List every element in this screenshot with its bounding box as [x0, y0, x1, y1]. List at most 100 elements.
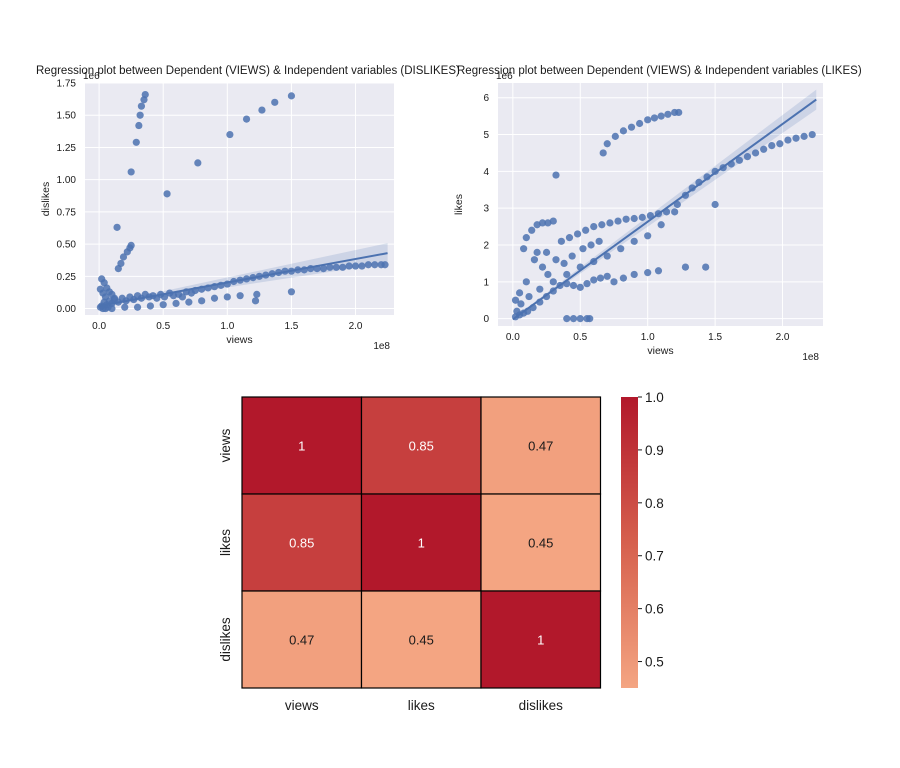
chart1-y-tick-label: 0.00	[57, 304, 77, 315]
chart2-data-point	[603, 140, 611, 148]
chart1-regression-line	[98, 252, 388, 307]
chart2-data-point	[644, 269, 652, 277]
chart2-data-point	[760, 145, 768, 153]
colorbar-tick-label: 0.5	[645, 655, 664, 670]
chart1-data-point	[123, 248, 131, 256]
chart2-title: Regression plot between Dependent (VIEWS…	[457, 65, 862, 77]
chart1-data-point	[137, 102, 146, 110]
chart2-data-point	[644, 232, 652, 240]
chart2-data-point	[522, 278, 530, 286]
chart2-y-tick-label: 3	[483, 204, 489, 215]
chart1-data-point	[135, 121, 143, 130]
colorbar-tick-label: 0.6	[645, 602, 664, 617]
chart2-data-point	[579, 245, 587, 253]
heatmap-row-label: dislikes	[218, 617, 233, 662]
chart2-data-point	[735, 156, 743, 164]
chart2-data-point	[595, 237, 603, 245]
heatmap-cell-value: 1	[418, 536, 425, 551]
colorbar-tick-label: 0.8	[645, 496, 664, 511]
chart2-data-point	[650, 114, 659, 122]
chart1-data-point	[287, 92, 296, 100]
chart2-x-offset-label: 1e8	[802, 352, 819, 363]
chart1-x-tick-label: 0.5	[156, 321, 170, 332]
chart1-data-point	[119, 253, 128, 261]
heatmap-cell-value: 0.47	[528, 439, 553, 454]
chart1-data-point	[251, 297, 260, 305]
chart2-data-point	[702, 263, 710, 271]
chart1-data-point	[178, 293, 187, 301]
chart2-x-tick-label: 2.0	[776, 332, 790, 343]
chart2-data-point	[638, 213, 646, 221]
chart2-data-point	[583, 280, 591, 288]
chart2-y-tick-label: 5	[483, 130, 489, 141]
chart2-data-point	[630, 214, 638, 223]
chart1-data-point	[172, 299, 180, 307]
chart1-y-tick-label: 1.50	[57, 111, 77, 122]
chart1-data-point	[358, 262, 366, 270]
chart1-y-tick-label: 1.75	[57, 79, 77, 90]
chart2-data-point	[603, 252, 611, 260]
chart1-data-point	[326, 263, 334, 271]
chart2-data-point	[587, 241, 595, 249]
chart2-y-tick-label: 4	[483, 167, 489, 178]
chart2-data-point	[520, 245, 528, 253]
chart1-data-point	[258, 106, 266, 114]
chart1-x-offset-label: 1e8	[373, 341, 390, 352]
chart2-data-point	[657, 221, 665, 229]
chart1-y-tick-label: 1.00	[57, 175, 77, 186]
chart1-data-point	[332, 263, 340, 271]
heatmap-cell-value: 1	[298, 439, 305, 454]
chart2-x-tick-label: 1.0	[641, 332, 655, 343]
chart1-x-tick-label: 2.0	[349, 321, 363, 332]
chart2-data-point	[675, 108, 683, 117]
heatmap-row-label: likes	[218, 529, 233, 556]
chart1-data-point	[339, 263, 347, 271]
chart2-data-point	[792, 134, 800, 142]
chart1-data-point	[113, 223, 121, 231]
heatmap-cell-value: 0.45	[528, 536, 553, 551]
chart2-data-point	[511, 296, 520, 304]
chart2-data-point	[549, 278, 557, 286]
chart2-data-point	[610, 278, 618, 286]
chart2-data-point	[538, 219, 547, 227]
chart2-x-tick-label: 0.5	[573, 332, 587, 343]
heatmap-row-label: views	[218, 428, 233, 462]
chart2-data-point	[619, 127, 628, 135]
chart2-y-offset-label: 1e6	[496, 71, 513, 82]
chart2-data-point	[568, 252, 576, 260]
colorbar-tick-label: 0.9	[645, 443, 664, 458]
chart2-plot-area	[498, 83, 823, 326]
chart2-data-point	[657, 112, 665, 120]
chart2-data-point	[603, 272, 611, 280]
chart1-data-point	[223, 293, 231, 301]
chart2-data-point	[565, 234, 574, 242]
chart1-data-point	[345, 262, 353, 270]
chart2-data-point	[635, 119, 644, 128]
colorbar	[621, 397, 638, 688]
chart1-data-point	[381, 261, 389, 269]
chart1-data-point	[242, 115, 251, 123]
chart2-data-point	[644, 116, 652, 124]
chart2-data-point	[808, 130, 816, 139]
chart2-data-point	[681, 263, 690, 271]
heatmap-col-label: likes	[408, 698, 435, 713]
chart2-data-point	[582, 226, 590, 234]
chart2-data-point	[611, 132, 619, 140]
chart1-x-axis-label: views	[226, 334, 252, 346]
heatmap-col-label: dislikes	[519, 698, 564, 713]
chart1-data-point	[236, 292, 244, 300]
chart2-data-point	[552, 171, 560, 179]
chart2-data-point	[598, 221, 606, 229]
chart2-data-point	[528, 226, 536, 234]
colorbar-tick-label: 1.0	[645, 390, 664, 405]
chart1-data-point	[287, 288, 296, 296]
chart1-y-tick-label: 1.25	[57, 143, 77, 154]
chart1-x-tick-label: 0.0	[92, 321, 106, 332]
chart2-data-point	[522, 234, 530, 242]
chart2-data-point	[525, 292, 533, 301]
heatmap-cell-value: 0.85	[289, 536, 314, 551]
chart1-data-point	[140, 96, 148, 104]
chart2-data-point	[619, 274, 628, 282]
chart2-data-point	[751, 149, 760, 157]
